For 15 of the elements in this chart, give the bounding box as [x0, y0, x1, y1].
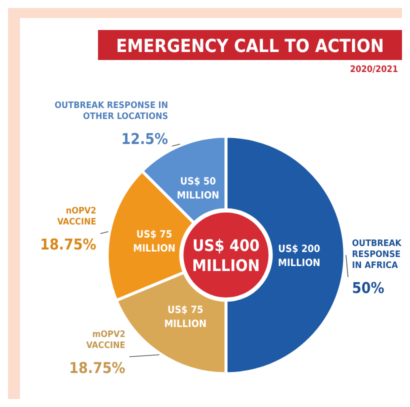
data-label: US$ 200 MILLION	[278, 244, 320, 269]
text: 12.5%	[121, 130, 169, 148]
chart-subtitle: 2020/2021	[350, 65, 398, 75]
data-label: US$ 75 MILLION	[164, 304, 207, 330]
slice-label: nOPV2 VACCINE	[57, 206, 96, 228]
text: US$ 400 MILLION	[192, 236, 260, 275]
slice-label: mOPV2 VACCINE	[86, 330, 126, 351]
chart-title: EMERGENCY CALL TO ACTION	[116, 36, 384, 57]
data-label: US$ 50 MILLION	[176, 176, 220, 202]
text: 18.75%	[40, 236, 97, 254]
text: 18.75%	[69, 358, 126, 377]
text: 50%	[352, 279, 385, 297]
slice-label: OUTBREAK RESPONSE IN OTHER LOCATIONS	[54, 101, 168, 122]
data-label: US$ 75 MILLION	[133, 230, 176, 255]
slice-label: OUTBREAK RESPONSE IN AFRICA	[352, 239, 402, 271]
